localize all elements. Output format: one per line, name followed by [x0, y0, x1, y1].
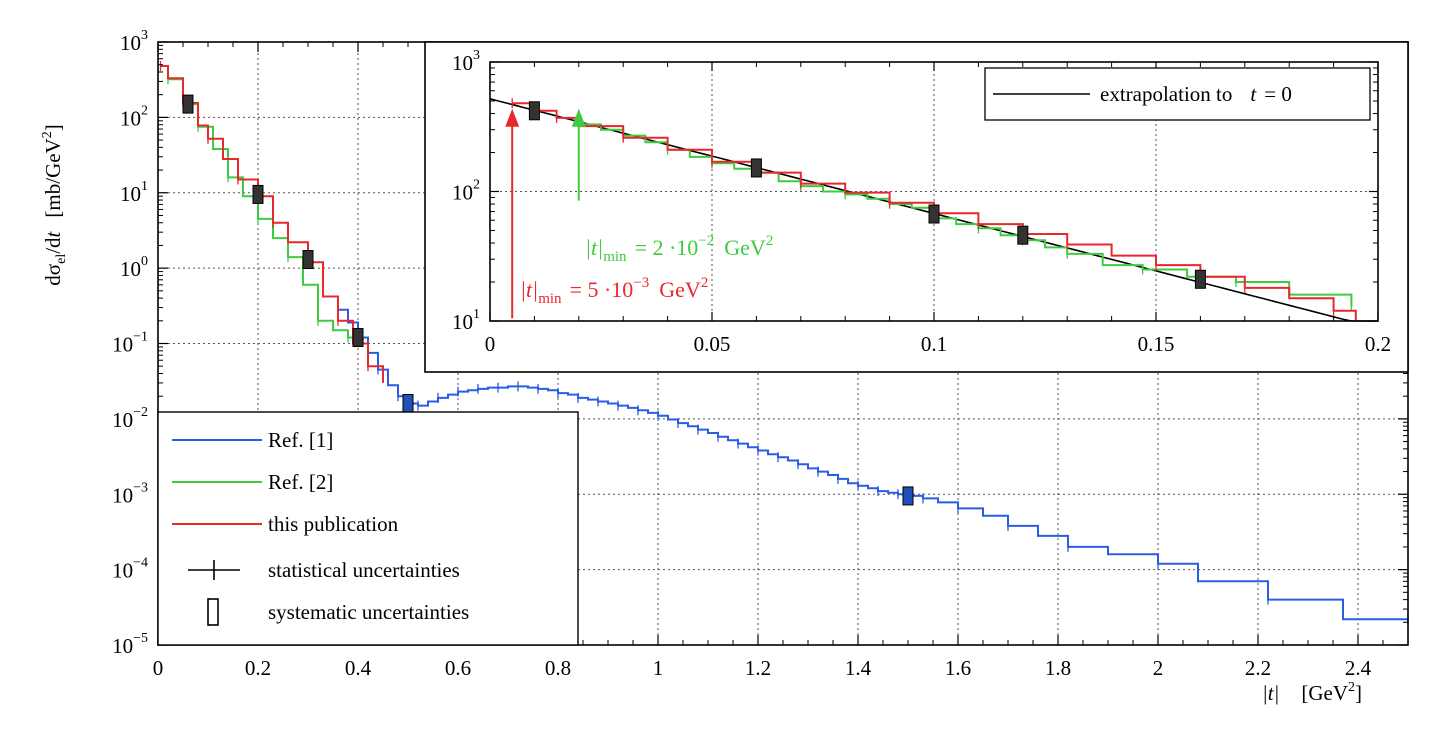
main-y-tick-label: 10−5: [112, 631, 148, 658]
annotation-green-text: |t|min = 2 ·10−2 GeV2: [585, 233, 773, 265]
main-x-tick-label: 0.6: [445, 656, 471, 680]
legend-label-stat: statistical uncertainties: [268, 558, 460, 582]
main-x-tick-label: 1.2: [745, 656, 771, 680]
legend-swatch-sys: [207, 598, 219, 626]
inset-y-tick-label: 103: [452, 48, 480, 75]
main-x-tick-label: 1.6: [945, 656, 971, 680]
main-x-tick-labels: 0 0.2 0.4 0.6 0.8 1 1.2 1.4 1.6 1.8 2 2.2 2.4: [153, 656, 1372, 680]
main-series-pub: [160, 65, 384, 383]
main-x-tick-label: 0.8: [545, 656, 571, 680]
main-x-tick-label: 1.4: [845, 656, 872, 680]
main-x-tick-label: 1: [653, 656, 664, 680]
main-systematic-box: [302, 250, 314, 270]
legend-swatch-stat: [188, 560, 240, 580]
annotation-arrow-red-head: [505, 108, 520, 127]
annotation-arrow-green-head: [571, 108, 586, 127]
inset-x-tick-label: 0.05: [694, 332, 731, 356]
inset-annotations: [505, 108, 586, 319]
main-y-tick-label: 10−4: [112, 556, 148, 583]
legend-label-pub: this publication: [268, 512, 399, 536]
inset-y-tick-labels: 103 102 101: [452, 48, 480, 334]
main-x-tick-label: 0.4: [345, 656, 372, 680]
legend-frame: [157, 411, 579, 646]
main-systematic-box: [352, 328, 364, 348]
inset-systematic-box: [1017, 225, 1029, 245]
inset-x-tick-label: 0.2: [1365, 332, 1391, 356]
inset-systematic-box: [1194, 269, 1206, 289]
main-series-ref1: [338, 308, 1408, 621]
main-systematic-box: [902, 486, 914, 506]
main-y-tick-label: 102: [120, 103, 148, 130]
inset-series-pub: [512, 102, 1357, 321]
legend-label-ref1: Ref. [1]: [268, 428, 333, 452]
inset-systematic-box: [928, 204, 940, 224]
legend-label-ref2: Ref. [2]: [268, 470, 333, 494]
main-x-tick-label: 2.2: [1245, 656, 1271, 680]
inset-legend-label: extrapolation to t = 0: [1100, 82, 1292, 106]
main-y-tick-label: 10−2: [112, 405, 148, 432]
main-x-tick-label: 0.2: [245, 656, 271, 680]
inset-x-tick-labels: 0 0.05 0.1 0.15 0.2: [485, 332, 1391, 356]
main-x-tick-label: 2: [1153, 656, 1164, 680]
inset-legend: extrapolation to t = 0: [984, 67, 1371, 121]
x-axis-label: |t| [GeV2]: [1262, 680, 1362, 705]
inset-systematic-box: [750, 158, 762, 178]
inset-x-tick-label: 0.1: [921, 332, 947, 356]
main-systematic-box: [182, 94, 194, 114]
main-x-tick-label: 2.4: [1345, 656, 1372, 680]
main-y-tick-label: 101: [120, 179, 148, 206]
inset-systematic-boxes: [528, 101, 1206, 289]
legend-label-sys: systematic uncertainties: [268, 600, 469, 624]
main-y-tick-label: 100: [120, 254, 148, 281]
main-systematic-boxes: [182, 94, 914, 506]
inset-systematic-box: [528, 101, 540, 121]
annotation-red-text: |t|min = 5 ·10−3 GeV2: [520, 275, 708, 307]
main-y-tick-label: 103: [120, 28, 148, 55]
inset-y-tick-label: 101: [452, 307, 480, 334]
main-y-tick-labels: 103 102 101 100 10−1 10−2 10−3 10−4 10−5: [112, 28, 148, 658]
main-y-tick-label: 10−3: [112, 480, 148, 507]
main-y-tick-label: 10−1: [112, 330, 148, 357]
inset-y-tick-label: 102: [452, 178, 480, 205]
main-x-tick-label: 0: [153, 656, 164, 680]
y-axis-label: dσel/dt[mb/GeV2]: [40, 124, 69, 285]
main-systematic-box: [402, 393, 414, 413]
main-legend: Ref. [1] Ref. [2] this publication stati…: [157, 411, 579, 646]
inset-x-tick-label: 0.15: [1138, 332, 1175, 356]
main-systematic-box: [252, 184, 264, 204]
main-x-tick-label: 1.8: [1045, 656, 1071, 680]
inset-x-tick-label: 0: [485, 332, 496, 356]
